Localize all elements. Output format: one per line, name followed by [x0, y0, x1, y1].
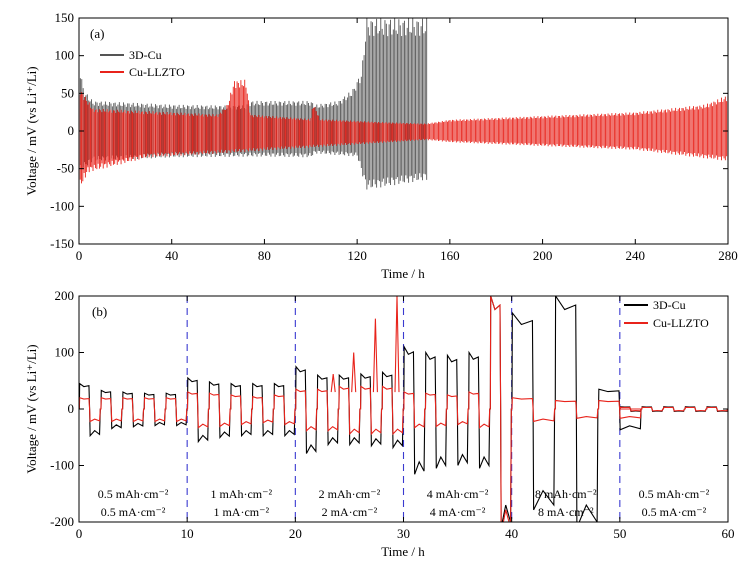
panel-b-segment-current: 2 mA·cm⁻² — [322, 505, 378, 519]
panel-a-legend-cu-llzto: Cu-LLZTO — [129, 65, 185, 79]
panel-b-y-tick-label: 100 — [55, 345, 75, 360]
panel-a-label: (a) — [90, 26, 104, 41]
panel-b-llzto-spike — [394, 296, 400, 393]
panel-b-segment-current: 0.5 mA·cm⁻² — [101, 505, 166, 519]
panel-b-y-tick-label: 200 — [55, 288, 75, 303]
panel-b-plot-area — [79, 296, 728, 522]
panel-b-x-tick-label: 30 — [397, 526, 410, 541]
panel-b-segment-current: 0.5 mA·cm⁻² — [642, 505, 707, 519]
panel-a-axes: 0 40 80 120 160 200 240 280 -150 -100 -50 0 50 100 150 — [50, 10, 738, 263]
panel-a-y-tick-label: 50 — [61, 85, 74, 100]
panel-b-segment-capacity: 1 mAh·cm⁻² — [210, 487, 272, 501]
panel-a-x-tick-label: 200 — [533, 248, 553, 263]
panel-a-y-tick-label: -150 — [50, 236, 74, 251]
panel-a-x-tick-label: 80 — [258, 248, 271, 263]
panel-b-llzto-spike — [372, 318, 378, 393]
panel-b-y-axis-label: Voltage / mV (vs Li⁺/Li) — [24, 344, 39, 473]
panel-b-llzto-spike — [330, 373, 336, 393]
panel-b-segment-labels: 0.5 mAh·cm⁻² 0.5 mA·cm⁻² 1 mAh·cm⁻² 1 mA·cm… — [98, 487, 710, 519]
panel-b-x-tick-label: 40 — [505, 526, 518, 541]
panel-b-legend-3d-cu: 3D-Cu — [653, 298, 686, 312]
panel-b-segment-capacity: 0.5 mAh·cm⁻² — [98, 487, 169, 501]
panel-a-y-tick-label: -50 — [57, 161, 74, 176]
panel-b-x-axis-label: Time / h — [381, 544, 425, 559]
panel-b-segment-capacity: 4 mAh·cm⁻² — [427, 487, 489, 501]
panel-b-x-tick-label: 20 — [289, 526, 302, 541]
panel-b-segment-capacity: 2 mAh·cm⁻² — [319, 487, 381, 501]
panel-b-x-tick-label: 50 — [613, 526, 626, 541]
panel-b-y-tick-label: -200 — [50, 514, 74, 529]
panel-a-x-tick-label: 120 — [347, 248, 367, 263]
panel-a-x-tick-label: 240 — [626, 248, 646, 263]
panel-a-legend-3d-cu: 3D-Cu — [129, 48, 162, 62]
panel-b-x-tick-label: 10 — [181, 526, 194, 541]
panel-b-axes: 0 10 20 30 40 50 60 -200 -100 0 100 200 — [50, 288, 734, 541]
panel-b-segment-capacity: 8 mAh·cm⁻² — [535, 487, 597, 501]
panel-b-legend: 3D-Cu Cu-LLZTO — [624, 298, 709, 330]
panel-a-series-3d-cu — [79, 18, 428, 190]
panel-a-x-tick-label: 280 — [718, 248, 738, 263]
panel-a-x-axis-label: Time / h — [381, 266, 425, 281]
panel-b-y-tick-label: 0 — [68, 401, 75, 416]
panel-b-x-tick-label: 60 — [722, 526, 735, 541]
panel-b-series-cu-llzto — [79, 296, 728, 522]
panel-a-series-cu-llzto — [79, 79, 728, 191]
panel-b-label: (b) — [92, 304, 107, 319]
panel-a-y-tick-label: 0 — [68, 123, 75, 138]
panel-b-segment-current: 8 mA·cm⁻² — [538, 505, 594, 519]
panel-b-x-tick-label: 0 — [76, 526, 83, 541]
panel-b-segment-current: 1 mA·cm⁻² — [213, 505, 269, 519]
panel-b-segment-capacity: 0.5 mAh·cm⁻² — [639, 487, 710, 501]
panel-a: 0 40 80 120 160 200 240 280 -150 -100 -50 0 50 100 150… — [24, 10, 738, 281]
panel-a-y-axis-label: Voltage / mV (vs Li⁺/Li) — [24, 66, 39, 195]
panel-a-x-tick-label: 160 — [440, 248, 460, 263]
panel-b-llzto-spike — [351, 352, 357, 393]
panel-a-plot-area — [79, 18, 728, 191]
panel-b-legend-cu-llzto: Cu-LLZTO — [653, 316, 709, 330]
panel-a-y-tick-label: 150 — [55, 10, 75, 25]
panel-a-y-tick-label: -100 — [50, 198, 74, 213]
panel-b: 0 10 20 30 40 50 60 -200 -100 0 100 200 (b) 3D-Cu C… — [24, 288, 735, 559]
panel-a-y-tick-label: 100 — [55, 48, 75, 63]
panel-b-y-tick-label: -100 — [50, 458, 74, 473]
panel-b-segment-current: 4 mA·cm⁻² — [430, 505, 486, 519]
panel-a-x-tick-label: 40 — [165, 248, 178, 263]
panel-a-x-tick-label: 0 — [76, 248, 83, 263]
panel-a-legend: 3D-Cu Cu-LLZTO — [100, 48, 185, 79]
